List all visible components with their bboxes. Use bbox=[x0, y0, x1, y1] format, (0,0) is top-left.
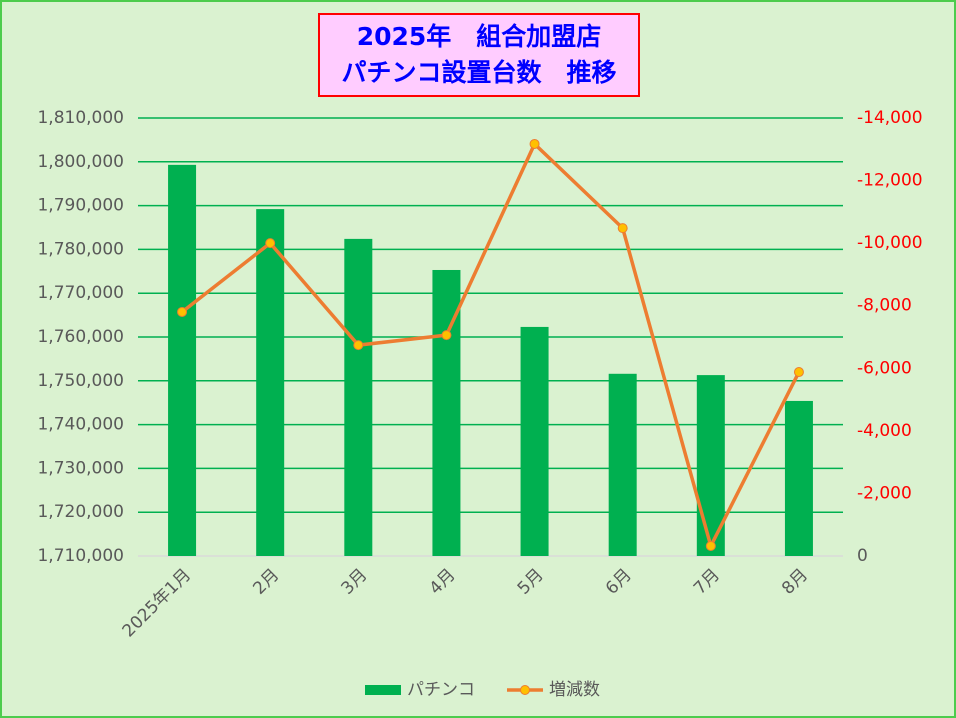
line bbox=[180, 141, 801, 551]
y2-tick-label: -4,000 bbox=[857, 421, 912, 441]
bar bbox=[520, 326, 549, 556]
y2-tick-label: -14,000 bbox=[857, 108, 923, 128]
y-tick-label: 1,730,000 bbox=[37, 458, 124, 478]
y2-tick-label: -6,000 bbox=[857, 358, 912, 378]
y-tick-label: 1,800,000 bbox=[37, 152, 124, 172]
marker bbox=[177, 306, 188, 317]
marker bbox=[529, 138, 540, 149]
marker bbox=[353, 340, 364, 351]
y-tick-label: 1,810,000 bbox=[37, 108, 124, 128]
y2-tick-label: 0 bbox=[857, 546, 868, 566]
bar bbox=[784, 400, 813, 556]
legend-label: パチンコ bbox=[407, 680, 475, 700]
y-tick-label: 1,750,000 bbox=[37, 371, 124, 391]
y-tick-label: 1,780,000 bbox=[37, 239, 124, 259]
marker bbox=[793, 367, 804, 378]
bar bbox=[344, 238, 373, 556]
marker bbox=[441, 330, 452, 341]
bar bbox=[168, 164, 197, 556]
chart-title: パチンコ設置台数 推移 bbox=[341, 58, 616, 87]
y2-tick-label: -12,000 bbox=[857, 171, 923, 191]
y-tick-label: 1,760,000 bbox=[37, 327, 124, 347]
y2-tick-label: -2,000 bbox=[857, 483, 912, 503]
y2-tick-label: -10,000 bbox=[857, 233, 923, 253]
y-tick-label: 1,720,000 bbox=[37, 502, 124, 522]
legend-label: 増減数 bbox=[549, 680, 600, 700]
y-tick-label: 1,740,000 bbox=[37, 415, 124, 435]
bar bbox=[608, 373, 637, 556]
title-box bbox=[318, 13, 640, 97]
legend-swatch bbox=[365, 685, 401, 695]
bar bbox=[256, 209, 285, 556]
legend-swatch bbox=[520, 685, 530, 695]
marker bbox=[617, 223, 628, 234]
marker bbox=[705, 540, 716, 551]
chart-title: 2025年 組合加盟店 bbox=[357, 22, 602, 51]
y-tick-label: 1,710,000 bbox=[37, 546, 124, 566]
y-tick-label: 1,790,000 bbox=[37, 196, 124, 216]
marker bbox=[265, 238, 276, 249]
y-tick-label: 1,770,000 bbox=[37, 283, 124, 303]
y2-tick-label: -8,000 bbox=[857, 296, 912, 316]
